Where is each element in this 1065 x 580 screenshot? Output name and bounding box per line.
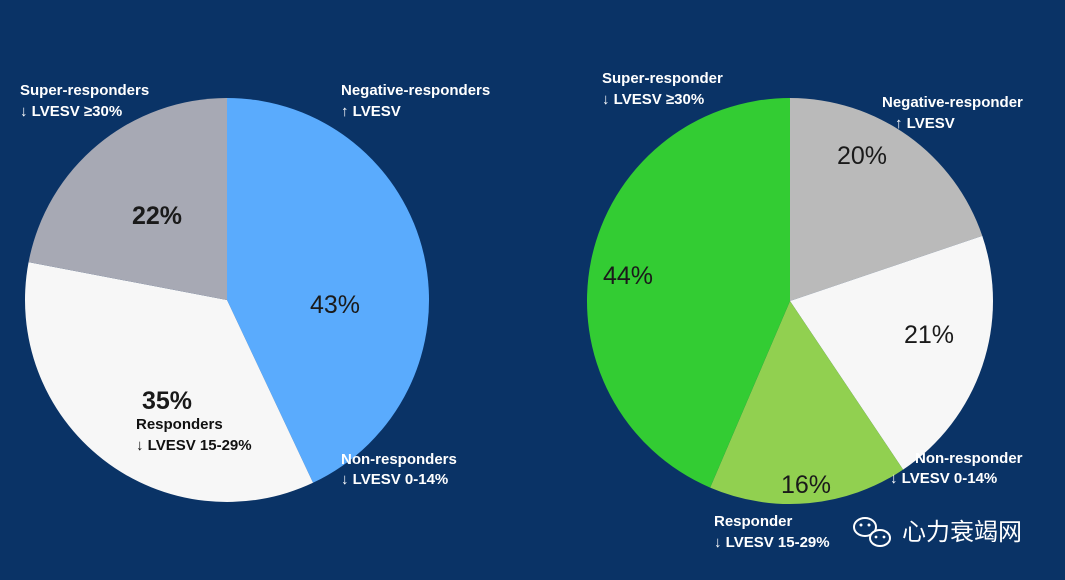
pie-right-slices xyxy=(586,98,994,505)
pie-chart-left: 43% 22% 35% Responders ↓ LVESV 15-29% Su… xyxy=(20,82,490,503)
pie-left-legend-negative-name: Negative-responders xyxy=(341,82,490,99)
pie-chart-right: 20% 21% 16% 44% Super-responder ↓ LVESV … xyxy=(586,70,1023,551)
pie-right-legend-super-name: Super-responder xyxy=(602,70,723,87)
pie-right-label-super: 44% xyxy=(603,262,653,290)
wechat-icon xyxy=(853,517,891,547)
pie-right-legend-non-sub: ↓ LVESV 0-14% xyxy=(890,470,997,487)
pie-left-label-responders: 35% xyxy=(142,387,192,415)
watermark: 心力衰竭网 xyxy=(853,517,1022,547)
pie-right-slice-negative xyxy=(790,98,983,301)
pie-left-legend-negative-sub: ↑ LVESV xyxy=(341,103,401,120)
pie-right-legend-super-sub: ↓ LVESV ≥30% xyxy=(602,91,704,108)
pie-left-slice-negative xyxy=(227,98,430,483)
pie-right-slice-responder xyxy=(710,301,904,505)
pie-right-label-negative: 20% xyxy=(837,142,887,170)
pie-right-legend-responder-sub: ↓ LVESV 15-29% xyxy=(714,534,830,551)
pie-left-legend-non-sub: ↓ LVESV 0-14% xyxy=(341,471,448,488)
pie-left-slice-responders xyxy=(25,262,314,503)
pie-right-label-responder: 16% xyxy=(781,471,831,499)
pie-left-slice-super xyxy=(28,97,227,300)
watermark-text: 心力衰竭网 xyxy=(902,518,1022,546)
pie-left-legend-non-name: Non-responders xyxy=(341,451,457,468)
pie-right-legend-negative-name: Negative-responder xyxy=(882,94,1023,111)
pie-right-legend-negative-sub: ↑ LVESV xyxy=(895,115,955,132)
pie-left-label-negative: 43% xyxy=(310,291,360,319)
pie-right-slice-super xyxy=(586,98,790,488)
pie-right-legend-responder-name: Responder xyxy=(714,513,793,530)
pie-left-responders-name: Responders xyxy=(136,416,223,433)
pie-right-legend-non-name: Non-responder xyxy=(915,450,1023,467)
pie-left-legend-super-sub: ↓ LVESV ≥30% xyxy=(20,103,122,120)
pie-left-slices xyxy=(25,97,430,503)
pie-left-label-super: 22% xyxy=(132,202,182,230)
pie-right-label-non: 21% xyxy=(904,321,954,349)
pie-right-slice-non xyxy=(790,235,994,470)
pie-left-legend-super-name: Super-responders xyxy=(20,82,149,99)
pie-left-responders-sub: ↓ LVESV 15-29% xyxy=(136,437,252,454)
